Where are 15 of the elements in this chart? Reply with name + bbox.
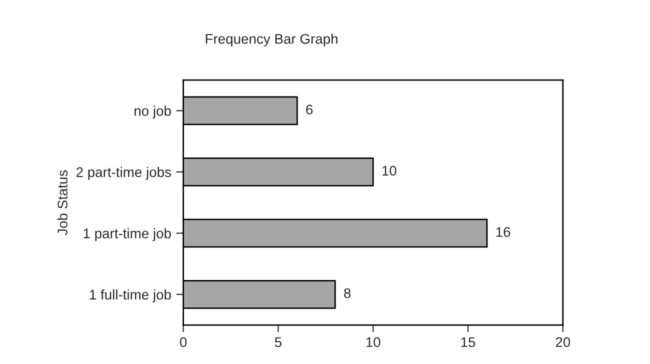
- y-tick-label: no job: [134, 106, 171, 119]
- x-tick-label: 0: [180, 337, 187, 348]
- x-tick-label: 15: [461, 337, 476, 348]
- data-label: 10: [382, 166, 396, 176]
- data-label: 8: [344, 288, 351, 298]
- y-tick-label: 2 part-time jobs: [76, 166, 171, 180]
- y-axis-title: Job Status: [57, 170, 68, 236]
- y-tick-label: 1 part-time job: [84, 228, 171, 242]
- y-tick-label: 1 full-time job: [90, 289, 171, 302]
- data-label: 16: [496, 227, 510, 237]
- chart-title: Frequency Bar Graph: [206, 34, 338, 47]
- data-label: 6: [306, 104, 313, 114]
- x-tick-label: 20: [556, 337, 570, 348]
- x-tick-label: 10: [366, 337, 380, 348]
- x-tick-label: 5: [274, 337, 282, 348]
